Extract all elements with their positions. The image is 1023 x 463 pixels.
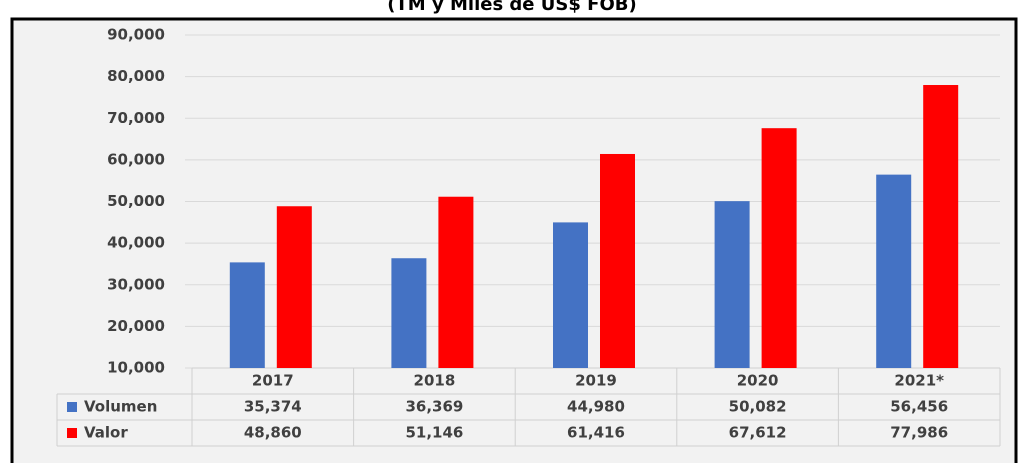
y-tick-label: 10,000: [107, 359, 165, 377]
legend-label: Valor: [84, 424, 128, 442]
bar: [276, 206, 312, 368]
data-label: 51,146: [405, 424, 463, 442]
y-tick-label: 90,000: [107, 26, 165, 44]
x-tick-label: 2021*: [894, 372, 944, 390]
x-tick-label: 2018: [414, 372, 456, 390]
data-label: 35,374: [244, 398, 302, 416]
chart-title: (TM y Miles de US$ FOB): [387, 0, 636, 15]
y-tick-label: 50,000: [107, 192, 165, 210]
bar: [553, 222, 588, 368]
x-tick-label: 2020: [737, 372, 779, 390]
y-tick-label: 60,000: [107, 150, 165, 168]
bar: [391, 258, 427, 368]
y-tick-label: 80,000: [107, 67, 165, 85]
data-label: 56,456: [890, 398, 948, 416]
y-tick-label: 20,000: [107, 317, 165, 335]
legend-label: Volumen: [84, 398, 157, 416]
y-tick-label: 70,000: [107, 109, 165, 127]
x-tick-label: 2017: [252, 372, 294, 390]
data-label: 67,612: [729, 424, 787, 442]
legend-key: [67, 428, 77, 438]
bar: [761, 128, 797, 368]
bar: [438, 196, 474, 368]
x-tick-label: 2019: [575, 372, 617, 390]
data-label: 48,860: [244, 424, 302, 442]
y-tick-label: 30,000: [107, 275, 165, 293]
data-label: 44,980: [567, 398, 625, 416]
data-label: 77,986: [890, 424, 948, 442]
chart-frame: [10, 17, 1018, 463]
data-label: 50,082: [729, 398, 787, 416]
data-label: 36,369: [405, 398, 463, 416]
legend-key: [67, 402, 77, 412]
bar: [923, 85, 959, 369]
bar: [600, 153, 635, 368]
data-label: 61,416: [567, 424, 625, 442]
y-tick-label: 40,000: [107, 234, 165, 252]
bar: [229, 262, 265, 368]
bar: [714, 201, 750, 368]
bar: [876, 174, 912, 368]
